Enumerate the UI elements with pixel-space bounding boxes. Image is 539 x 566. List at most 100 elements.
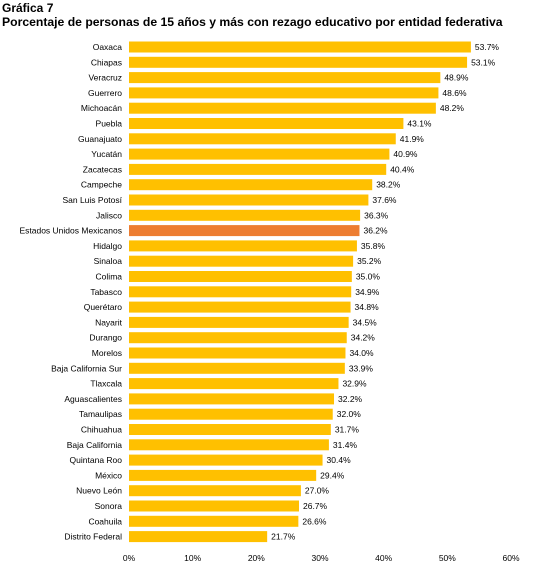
bar [129,531,268,543]
category-label: Sinaloa [94,256,123,266]
category-label: Chiapas [91,57,122,67]
data-label: 31.7% [335,425,360,435]
category-label: Yucatán [91,149,122,159]
category-label: Distrito Federal [64,532,122,542]
data-label: 34.2% [351,333,376,343]
category-label: Oaxaca [93,42,123,52]
bar [129,240,357,252]
data-label: 48.2% [440,103,465,113]
bar [129,118,404,129]
x-tick-label: 10% [184,553,201,563]
bar [129,148,390,160]
data-label: 36.2% [363,226,388,236]
bar [129,439,329,451]
bar [129,393,335,405]
category-label: San Luis Potosí [62,195,122,205]
category-label: Durango [89,333,122,343]
bar [129,133,396,145]
x-tick-label: 60% [502,553,519,563]
category-label: Zacatecas [83,164,122,174]
bar [129,424,331,435]
bar [129,72,441,84]
bar [129,286,352,298]
data-label: 40.9% [393,149,418,159]
data-label: 34.8% [355,302,380,312]
data-label: 26.7% [303,501,328,511]
figure-label: Gráfica 7 [2,1,54,15]
bar [129,194,369,206]
category-label: Aguascalientes [64,394,122,404]
data-label: 36.3% [364,210,389,220]
data-label: 53.7% [475,42,500,52]
category-label: Tlaxcala [90,379,122,389]
x-tick-label: 20% [248,553,265,563]
data-label: 32.2% [338,394,363,404]
bar [129,163,387,175]
category-label: Nayarit [95,317,123,327]
category-label: Sonora [95,501,123,511]
category-label: Guanajuato [78,134,122,144]
category-label: Veracruz [88,73,122,83]
data-label: 34.5% [353,317,378,327]
data-label: 27.0% [305,486,330,496]
bar [129,102,436,114]
data-label: 30.4% [327,455,352,465]
data-label: 35.0% [356,272,381,282]
data-label: 53.1% [471,57,496,67]
data-label: 31.4% [333,440,358,450]
category-label: Colima [96,272,123,282]
data-label: 34.9% [355,287,380,297]
data-label: 35.2% [357,256,382,266]
data-label: 40.4% [390,164,415,174]
bar [129,179,373,191]
bar [129,347,346,359]
data-label: 41.9% [400,134,425,144]
data-label: 48.6% [442,88,467,98]
category-label: Campeche [81,180,122,190]
category-label: Estados Unidos Mexicanos [19,226,122,236]
category-label: Puebla [96,119,123,129]
category-label: Michoacán [81,103,122,113]
x-tick-label: 50% [439,553,456,563]
bar [129,515,299,527]
data-label: 29.4% [320,470,345,480]
bar [129,362,345,374]
data-label: 32.9% [342,379,367,389]
chart-title: Porcentaje de personas de 15 años y más … [2,15,503,29]
bar [129,301,351,313]
x-tick-label: 0% [123,553,136,563]
bar [129,454,323,466]
category-label: Tamaulipas [79,409,122,419]
bar [129,255,354,267]
category-label: Chihuahua [81,425,122,435]
data-label: 33.9% [349,363,374,373]
category-label: México [95,470,122,480]
bar [129,485,301,497]
x-tick-label: 30% [311,553,328,563]
bar [129,500,299,512]
data-label: 48.9% [444,73,469,83]
data-label: 37.6% [372,195,397,205]
category-label: Baja California Sur [51,363,122,373]
category-label: Jalisco [96,210,122,220]
category-label: Nuevo León [76,486,122,496]
bar [129,271,352,282]
data-label: 35.8% [361,241,386,251]
bar [129,408,333,420]
category-label: Tabasco [90,287,122,297]
category-label: Querétaro [84,302,123,312]
bar [129,41,471,53]
bar [129,332,347,344]
chart-header: Gráfica 7 Porcentaje de personas de 15 a… [2,1,503,30]
category-label: Morelos [92,348,122,358]
category-label: Guerrero [88,88,122,98]
highlight-bar [129,225,360,237]
data-label: 38.2% [376,180,401,190]
bar [129,469,317,481]
category-label: Hidalgo [93,241,122,251]
bar [129,378,339,390]
x-tick-label: 40% [375,553,392,563]
bar [129,87,439,99]
category-label: Baja California [67,440,123,450]
